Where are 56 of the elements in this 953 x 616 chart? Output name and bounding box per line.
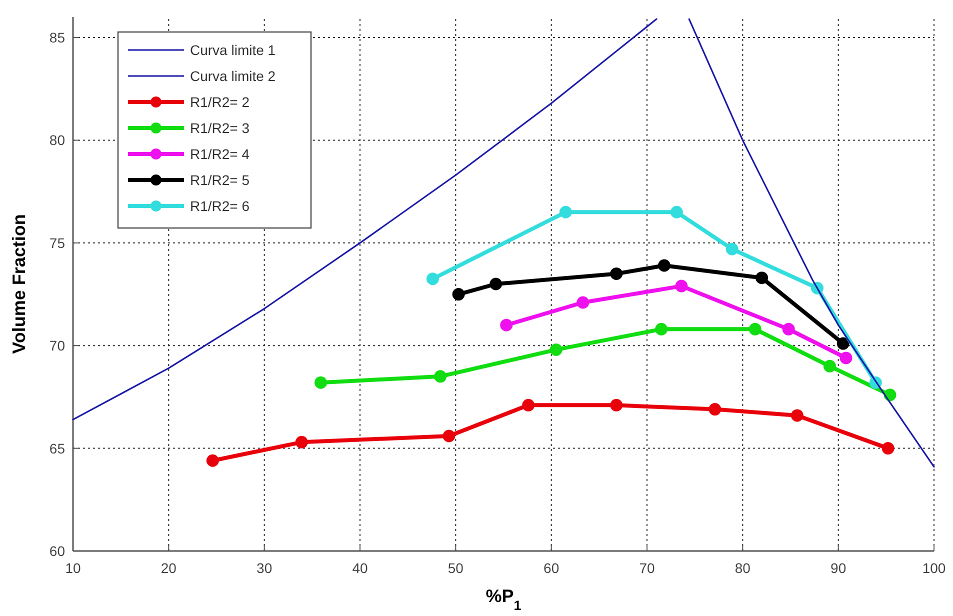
x-axis-title: %P$_{1}$ bbox=[486, 586, 522, 612]
point bbox=[790, 409, 804, 422]
point bbox=[550, 343, 562, 356]
y-tick-label: 80 bbox=[49, 132, 66, 148]
point bbox=[708, 403, 722, 416]
point bbox=[782, 322, 795, 336]
y-tick-label: 60 bbox=[49, 543, 66, 559]
point bbox=[840, 352, 852, 364]
x-tick-label: 60 bbox=[544, 560, 560, 576]
point bbox=[610, 398, 623, 412]
point bbox=[655, 322, 668, 336]
point bbox=[206, 454, 219, 467]
point bbox=[658, 259, 670, 272]
x-tick-label: 80 bbox=[734, 560, 751, 576]
line-series bbox=[72, 18, 658, 420]
y-axis-title: Volume Fraction bbox=[9, 214, 29, 354]
point bbox=[500, 318, 513, 332]
y-tick-label: 75 bbox=[49, 234, 66, 251]
point bbox=[452, 288, 465, 301]
point bbox=[670, 206, 683, 218]
x-tick-label: 90 bbox=[830, 560, 846, 576]
x-tick-label: 70 bbox=[639, 560, 655, 576]
x-tick-label: 100 bbox=[922, 560, 946, 576]
point bbox=[836, 337, 850, 350]
y-tick-label: 85 bbox=[49, 30, 66, 46]
point bbox=[490, 278, 502, 290]
point bbox=[295, 436, 308, 448]
point bbox=[426, 272, 439, 286]
legend-label: R1/R2= 3 bbox=[190, 120, 250, 136]
point bbox=[522, 398, 535, 412]
legend-label: R1/R2= 6 bbox=[190, 198, 250, 214]
line-series bbox=[688, 18, 935, 468]
point bbox=[442, 430, 456, 442]
point bbox=[823, 360, 836, 372]
x-tick-label: 20 bbox=[160, 560, 177, 576]
point bbox=[559, 206, 572, 218]
point bbox=[756, 272, 768, 284]
x-tick-label: 50 bbox=[448, 560, 464, 576]
point bbox=[882, 442, 894, 455]
point bbox=[675, 280, 688, 292]
x-tick-label: 10 bbox=[65, 560, 81, 576]
point bbox=[314, 376, 328, 389]
y-tick-label: 65 bbox=[49, 440, 66, 456]
legend-label: R1/R2= 5 bbox=[190, 172, 250, 188]
point bbox=[610, 267, 623, 280]
x-tick-label: 40 bbox=[352, 560, 368, 576]
legend-label: R1/R2= 4 bbox=[190, 146, 250, 162]
point bbox=[726, 242, 738, 256]
point bbox=[748, 322, 762, 336]
legend-label: R1/R2= 2 bbox=[190, 94, 250, 110]
y-tick-label: 70 bbox=[49, 338, 66, 354]
point bbox=[576, 296, 590, 309]
legend-label: Curva limite 2 bbox=[190, 68, 276, 84]
legend-label: Curva limite 1 bbox=[190, 42, 276, 58]
point bbox=[434, 370, 447, 383]
x-tick-label: 30 bbox=[256, 560, 272, 576]
